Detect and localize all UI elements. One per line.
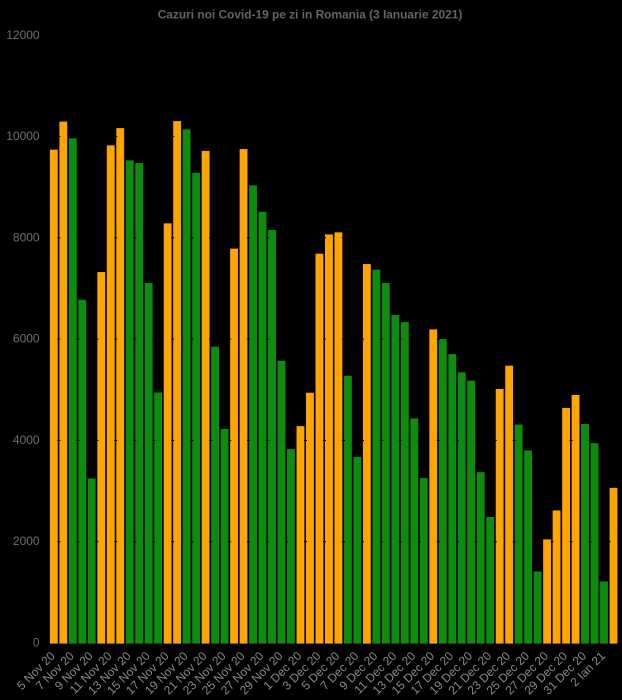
svg-text:12000: 12000 <box>6 28 40 42</box>
svg-text:4000: 4000 <box>13 433 40 447</box>
svg-text:0: 0 <box>33 636 40 650</box>
svg-text:Cazuri noi Covid-19 pe zi in R: Cazuri noi Covid-19 pe zi in Romania (3 … <box>158 8 463 22</box>
svg-text:2000: 2000 <box>13 534 40 548</box>
svg-text:10000: 10000 <box>6 129 40 143</box>
svg-text:8000: 8000 <box>13 230 40 244</box>
svg-text:6000: 6000 <box>13 332 40 346</box>
